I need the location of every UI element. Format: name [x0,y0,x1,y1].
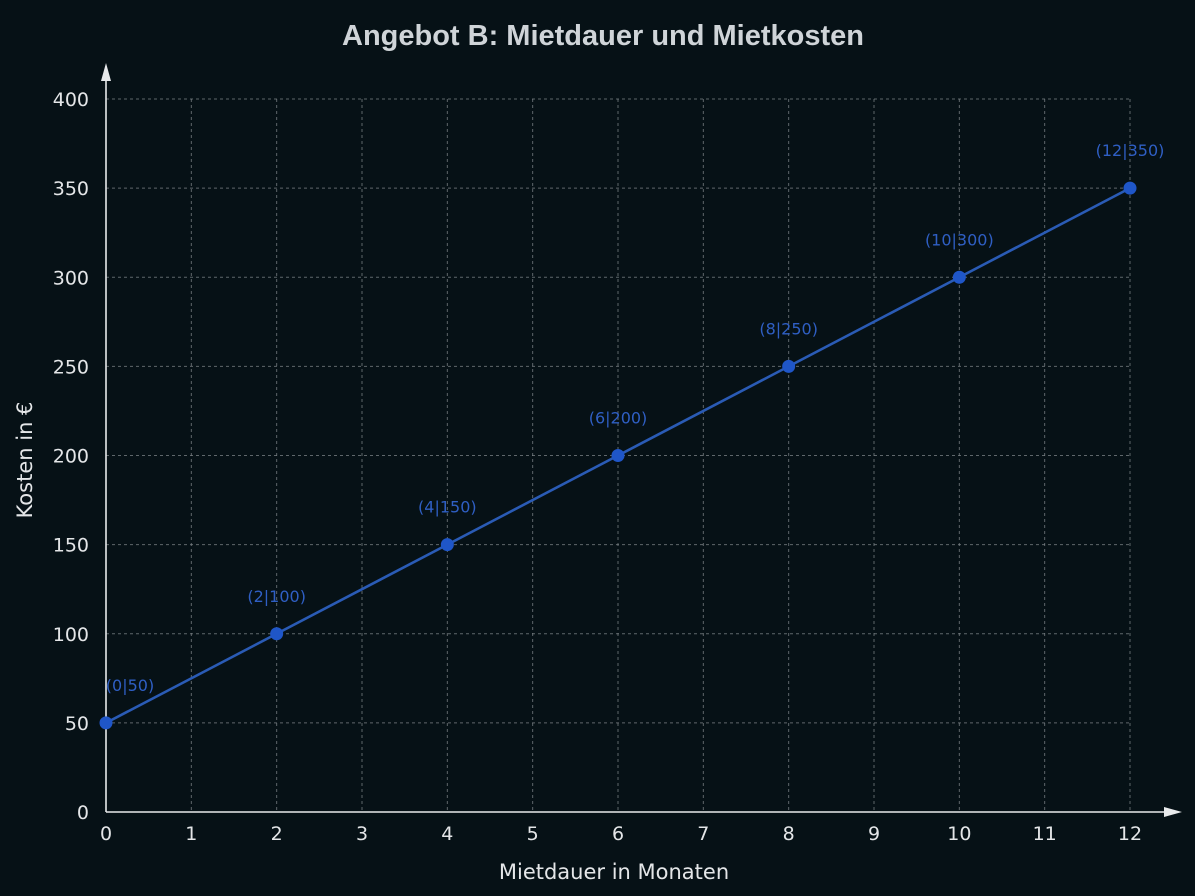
data-label: (12|350) [1096,141,1165,160]
x-tick-label: 12 [1118,823,1142,845]
data-label: (10|300) [925,230,994,249]
axes [101,63,1182,817]
data-point [1123,181,1137,195]
data-label: (6|200) [589,409,648,428]
y-tick-label: 200 [53,446,89,468]
x-tick-label: 9 [868,823,880,845]
y-tick-label: 50 [65,713,89,735]
x-axis-label: Mietdauer in Monaten [499,860,729,884]
data-point [611,449,625,462]
data-label: (4|150) [418,498,477,517]
x-tick-label: 6 [612,823,624,845]
y-tick-label: 100 [53,624,89,646]
x-tick-label: 7 [697,823,709,845]
y-tick-label: 0 [77,802,89,824]
chart-title: Angebot B: Mietdauer und Mietkosten [342,20,864,52]
x-tick-label: 11 [1033,823,1057,845]
data-point [99,716,113,730]
y-tick-label: 300 [53,267,89,289]
y-tick-label: 400 [53,89,89,111]
data-point [440,538,454,552]
data-point [270,627,284,641]
y-axis-arrow [101,63,111,81]
data-point [782,359,796,373]
x-tick-label: 1 [185,823,197,845]
y-tick-label: 250 [53,356,89,378]
data-label: (8|250) [759,319,818,338]
data-label: (2|100) [247,587,306,606]
x-axis-arrow [1164,807,1182,817]
x-tick-label: 0 [100,823,112,845]
data-series: (0|50) (2|100) (4|150) (6|200) (8|250) (10|30… [99,141,1165,730]
x-tick-label: 4 [441,823,453,845]
x-tick-label: 3 [356,823,368,845]
data-label: (0|50) [106,676,154,695]
y-tick-label: 150 [53,535,89,557]
x-tick-label: 8 [783,823,795,845]
y-axis-label: Kosten in € [13,402,37,519]
data-point [952,270,966,284]
x-tick-label: 2 [271,823,283,845]
x-tick-label: 10 [947,823,971,845]
y-tick-label: 350 [53,178,89,200]
x-tick-label: 5 [527,823,539,845]
